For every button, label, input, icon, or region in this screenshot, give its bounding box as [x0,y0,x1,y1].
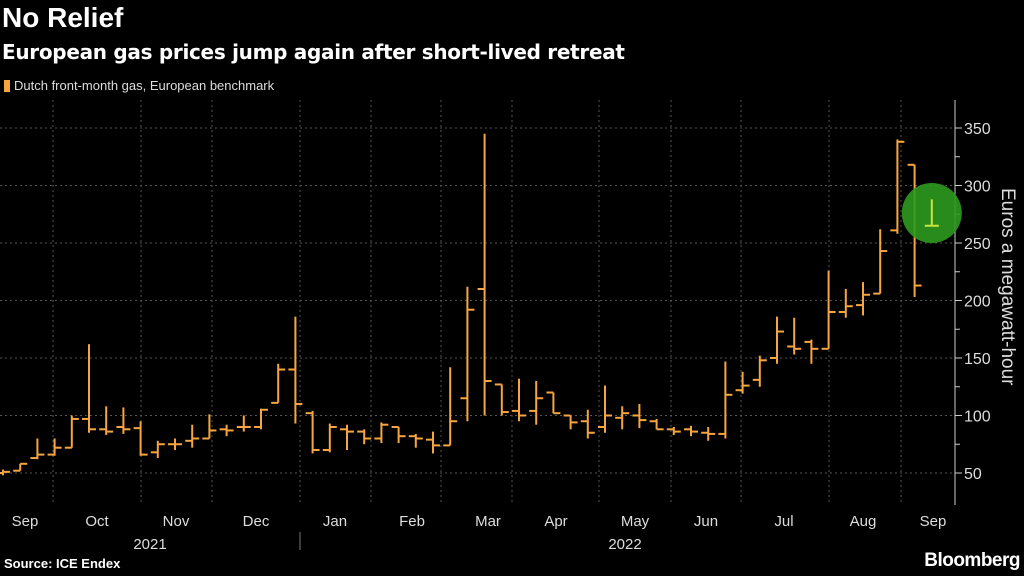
chart-subtitle: European gas prices jump again after sho… [2,40,625,64]
ohlc-bar [804,339,819,364]
chart-title: No Relief [2,2,124,33]
ohlc-bar [391,426,406,444]
year-label: 2021 [133,536,166,553]
ohlc-bar [133,421,148,456]
ohlc-bar [787,317,802,355]
ohlc-bar [168,438,182,450]
ohlc-bar [219,424,234,437]
ohlc-bar [924,199,939,227]
ohlc-bar [856,282,870,316]
ohlc-bar [82,344,96,433]
x-tick-label: Dec [243,513,270,530]
legend: Dutch front-month gas, European benchmar… [4,78,274,93]
ohlc-bar [236,415,251,432]
ohlc-bar [443,367,458,447]
ohlc-bar [150,440,165,459]
ohlc-bar [271,363,286,404]
ohlc-bar [30,438,45,460]
y-tick-label: 50 [964,466,982,483]
ohlc-bar [64,415,79,449]
y-tick-label: 100 [964,409,991,426]
ohlc-bar [580,409,595,439]
x-tick-label: May [621,513,650,530]
y-axis-label: Euros a megawatt-hour [997,188,1018,386]
ohlc-bar [426,431,440,454]
ohlc-bar [598,385,612,433]
ohlc-bar [185,424,200,448]
ohlc-bar [701,427,716,441]
ohlc-bar [821,270,836,350]
x-tick-label: Mar [475,513,501,530]
ohlc-bar [529,381,544,425]
ohlc-bar [47,438,62,456]
ohlc-bar [357,429,372,445]
ohlc-bar [305,410,320,454]
ohlc-bar [99,406,114,436]
ohlc-bar [460,286,475,422]
legend-swatch [4,79,10,92]
ohlc-bar [666,427,681,436]
ohlc-bar [322,423,337,453]
ohlc-bar [13,462,28,472]
bloomberg-logo: Bloomberg [924,550,1020,571]
ohlc-bar [494,383,509,416]
x-tick-label: Sep [920,513,947,530]
ohlc-bar [838,289,853,318]
ohlc-bar [684,425,698,437]
ohlc-bar [340,424,354,450]
ohlc-bar [890,139,905,234]
x-tick-label: Apr [544,513,567,530]
ohlc-bar [202,414,217,440]
x-tick-label: Oct [85,513,109,530]
ohlc-bar [288,316,303,424]
y-tick-label: 150 [964,351,991,368]
ohlc-bar [374,422,389,444]
x-tick-label: Nov [163,513,190,530]
y-tick-label: 200 [964,294,991,311]
y-tick-label: 300 [964,179,991,196]
y-tick-label: 350 [964,121,991,138]
ohlc-bar [752,355,767,387]
ohlc-bar [873,229,888,295]
x-tick-label: Sep [12,513,39,530]
ohlc-bar [632,404,647,429]
x-tick-label: Jan [323,513,347,530]
ohlc-bar [408,433,423,448]
ohlc-bar [615,406,630,430]
ohlc-bar [546,391,561,415]
ohlc-bar [254,408,268,430]
legend-label: Dutch front-month gas, European benchmar… [14,78,275,93]
ohlc-bar [770,316,784,364]
ohlc-bar [477,133,492,416]
source-note: Source: ICE Endex [4,556,121,571]
ohlc-bar [512,378,526,422]
ohlc-bar [735,371,750,394]
ohlc-bar [718,361,733,439]
y-tick-label: 250 [964,236,991,253]
ohlc-bar [0,469,10,476]
x-tick-label: Jul [774,513,793,530]
ohlc-bar [563,414,578,430]
x-tick-label: Jun [694,513,718,530]
x-tick-label: Aug [850,513,877,530]
year-label: 2022 [608,536,641,553]
x-tick-label: Feb [399,513,425,530]
ohlc-bar [116,407,131,434]
ohlc-bar [649,418,664,431]
